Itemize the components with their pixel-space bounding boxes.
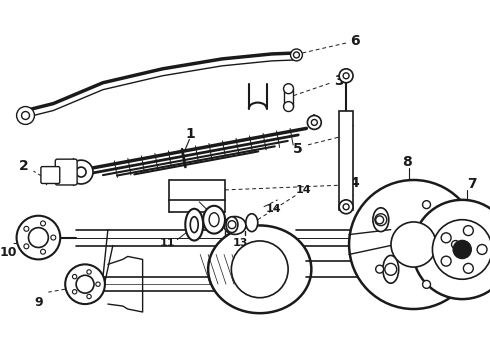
Ellipse shape	[246, 214, 258, 231]
Circle shape	[339, 69, 353, 83]
Circle shape	[413, 200, 490, 299]
Circle shape	[453, 240, 471, 258]
FancyBboxPatch shape	[55, 159, 77, 185]
Circle shape	[41, 249, 46, 254]
Circle shape	[24, 226, 29, 231]
Text: 14: 14	[295, 185, 311, 195]
Circle shape	[96, 282, 100, 287]
Circle shape	[73, 289, 77, 294]
Text: 9: 9	[34, 296, 43, 309]
Circle shape	[51, 235, 56, 240]
Circle shape	[231, 241, 288, 298]
Text: 7: 7	[467, 177, 477, 191]
Circle shape	[339, 200, 353, 214]
Circle shape	[65, 264, 105, 304]
Circle shape	[76, 167, 86, 177]
Circle shape	[343, 204, 349, 210]
Ellipse shape	[373, 208, 389, 231]
Circle shape	[422, 201, 431, 208]
Text: 11: 11	[160, 238, 175, 248]
Circle shape	[477, 244, 487, 255]
Circle shape	[284, 102, 294, 112]
Circle shape	[294, 52, 299, 58]
Circle shape	[24, 244, 29, 249]
Circle shape	[376, 216, 384, 224]
Text: 10: 10	[0, 246, 17, 259]
Circle shape	[311, 120, 318, 125]
Circle shape	[441, 233, 451, 243]
Ellipse shape	[226, 217, 238, 233]
Text: 8: 8	[402, 155, 412, 169]
Circle shape	[464, 226, 473, 235]
Circle shape	[28, 228, 49, 247]
Circle shape	[441, 256, 451, 266]
Circle shape	[385, 264, 397, 275]
Text: 5: 5	[293, 142, 302, 156]
Text: 1: 1	[186, 127, 196, 141]
Circle shape	[41, 221, 46, 226]
Circle shape	[73, 274, 77, 279]
Text: 13: 13	[232, 238, 247, 248]
Circle shape	[204, 187, 210, 193]
Ellipse shape	[209, 213, 219, 227]
Circle shape	[349, 180, 478, 309]
Circle shape	[69, 160, 93, 184]
Circle shape	[76, 275, 94, 293]
Ellipse shape	[224, 216, 246, 234]
Circle shape	[376, 265, 384, 273]
Circle shape	[284, 84, 294, 94]
Circle shape	[291, 49, 302, 61]
Ellipse shape	[208, 225, 311, 313]
Ellipse shape	[383, 256, 399, 283]
Circle shape	[464, 264, 473, 273]
Circle shape	[433, 220, 490, 279]
Bar	[284, 89, 294, 107]
Circle shape	[343, 73, 349, 79]
Text: 12: 12	[185, 192, 200, 202]
FancyBboxPatch shape	[41, 167, 60, 184]
Ellipse shape	[203, 206, 225, 234]
Circle shape	[452, 240, 460, 248]
Circle shape	[17, 107, 34, 125]
Circle shape	[307, 116, 321, 129]
Bar	[170, 180, 225, 200]
Circle shape	[184, 187, 190, 193]
Bar	[339, 111, 353, 210]
Circle shape	[87, 294, 91, 299]
Ellipse shape	[190, 217, 198, 233]
Text: 14: 14	[266, 204, 281, 214]
Ellipse shape	[185, 209, 203, 240]
Text: 3: 3	[334, 74, 344, 88]
Circle shape	[17, 216, 60, 260]
Circle shape	[375, 214, 387, 226]
Text: 2: 2	[19, 159, 28, 173]
Circle shape	[22, 112, 29, 120]
Text: 6: 6	[350, 34, 360, 48]
Circle shape	[422, 280, 431, 288]
Text: 4: 4	[349, 176, 359, 190]
Circle shape	[87, 270, 91, 274]
Circle shape	[228, 221, 236, 229]
Circle shape	[391, 222, 436, 267]
